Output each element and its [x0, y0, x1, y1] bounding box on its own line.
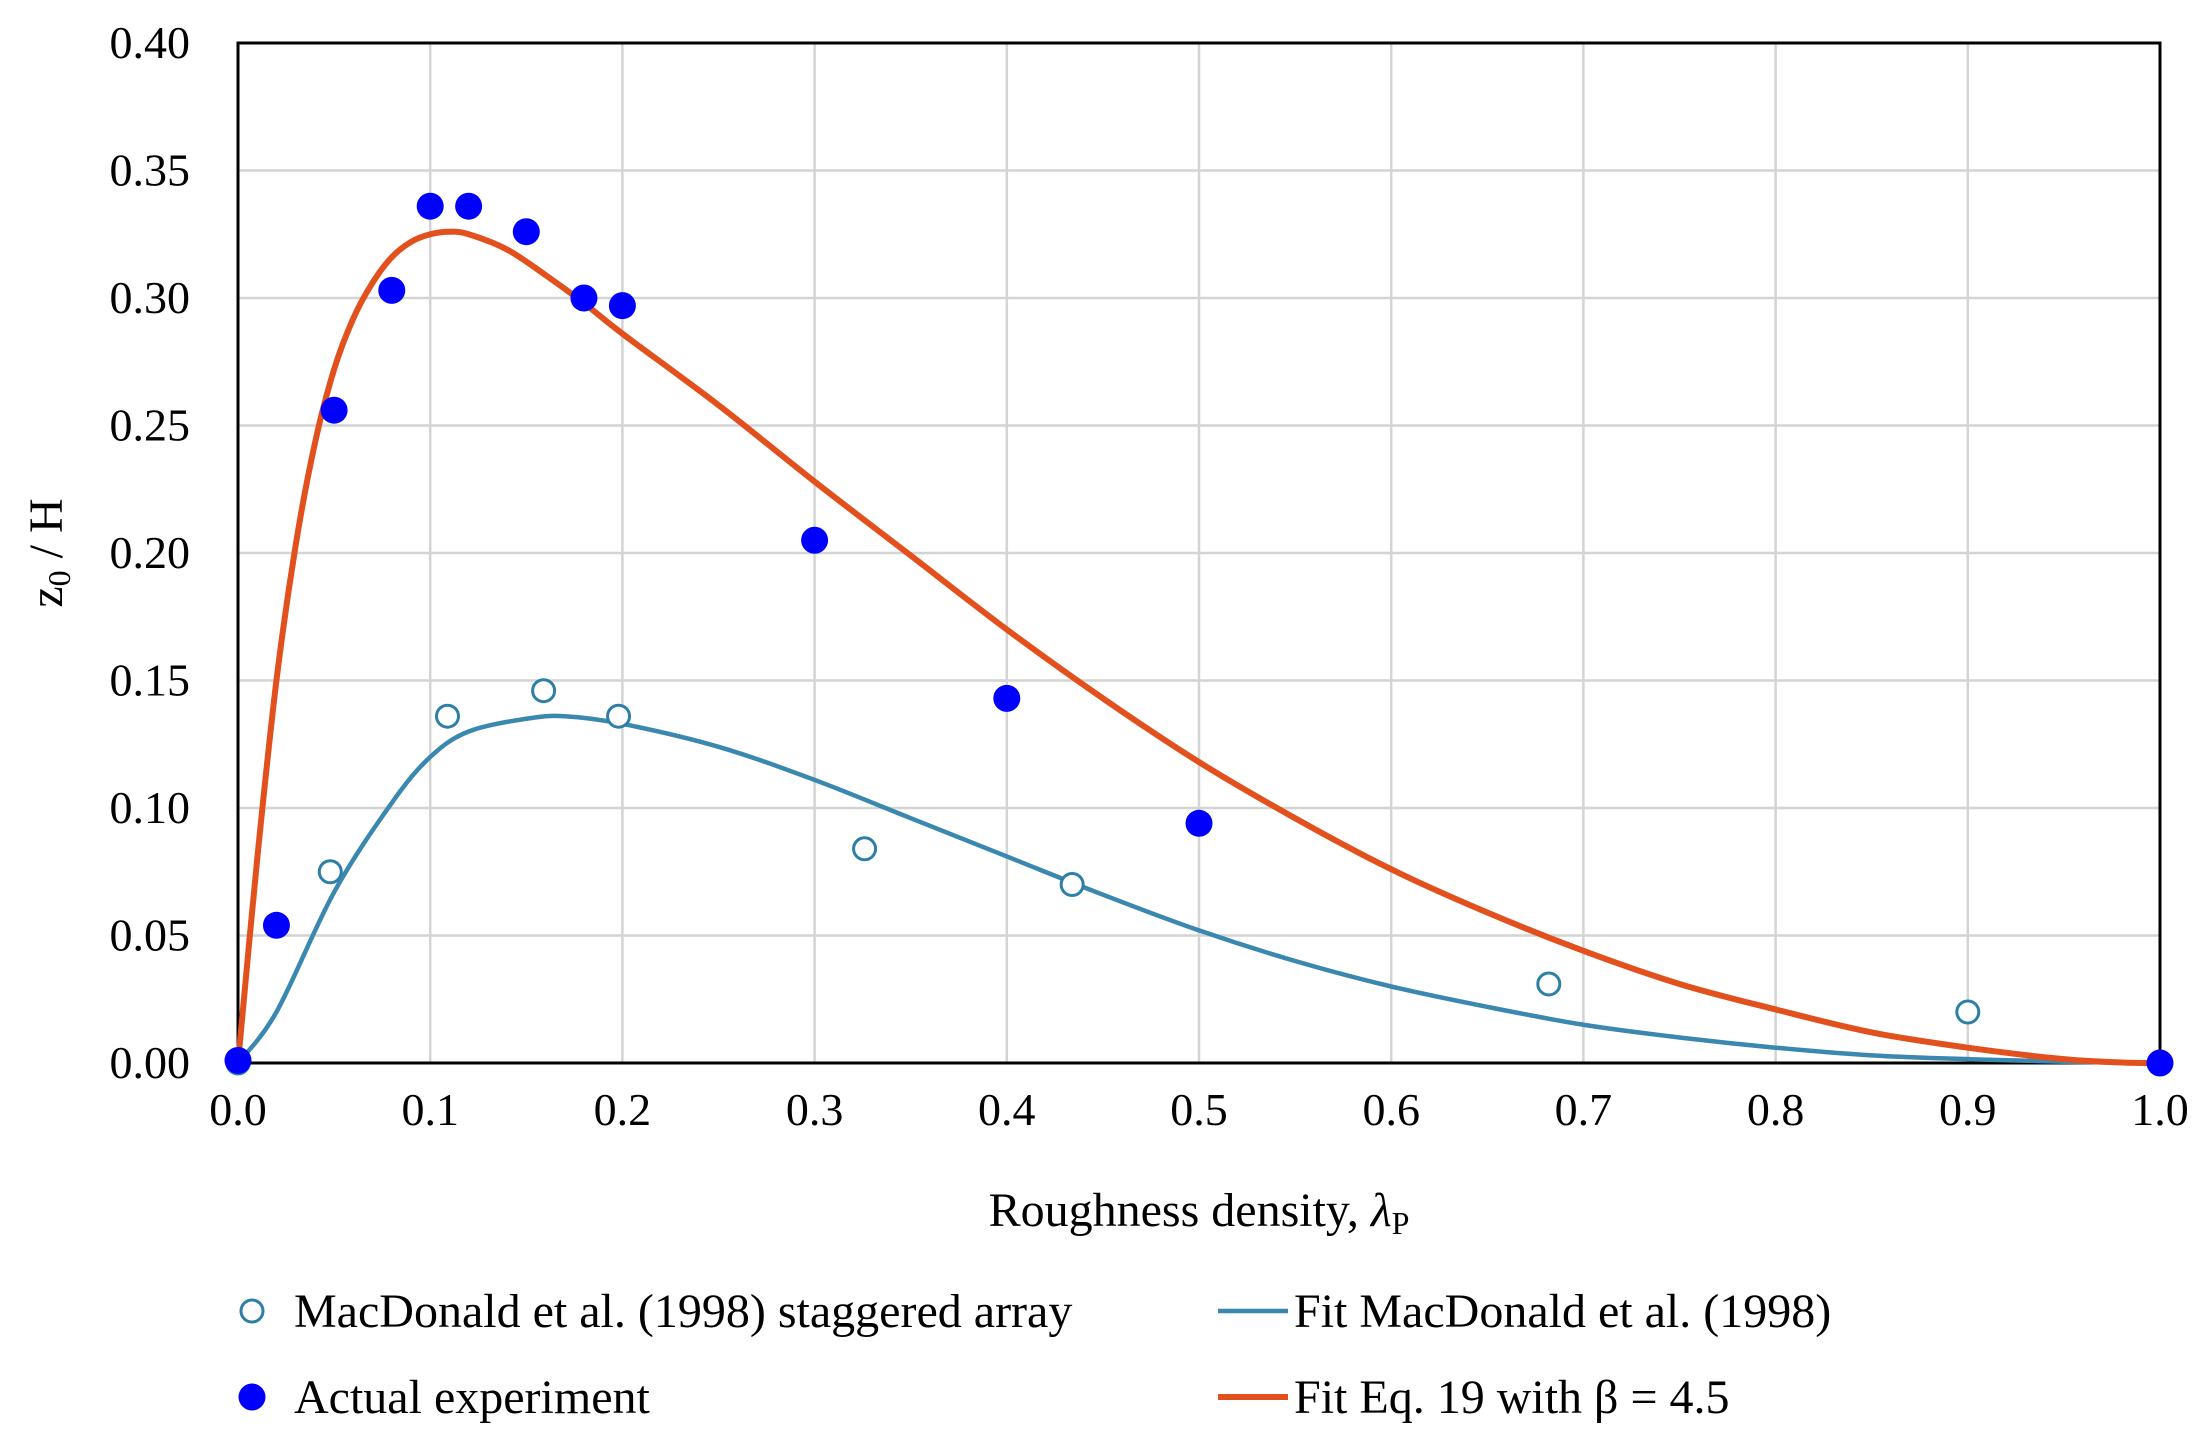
series-layer: [224, 192, 2174, 1077]
y-tick-label: 0.30: [110, 272, 191, 323]
tick-labels: 0.0 0.1 0.2 0.3 0.4 0.5 0.6 0.7 0.8 0.9 1.0 0.00 0.0…: [110, 17, 2189, 1135]
series-0-point: [317, 859, 343, 885]
y-tick-label: 0.40: [110, 17, 191, 68]
x-tick-label: 0.8: [1747, 1084, 1805, 1135]
y-tick-label: 0.10: [110, 782, 191, 833]
x-axis-title-symbol: λ: [1369, 1184, 1392, 1237]
series-0-point: [852, 836, 878, 862]
series-1-point: [1185, 809, 1213, 837]
series-1-point: [2146, 1049, 2174, 1077]
legend-item: MacDonald et al. (1998) staggered array: [239, 1285, 1072, 1338]
legend: MacDonald et al. (1998) staggered array F…: [238, 1285, 1831, 1424]
series-0-point: [531, 678, 557, 704]
series-1-point: [570, 284, 598, 312]
legend-item: Fit Eq. 19 with β = 4.5: [1218, 1371, 1730, 1424]
series-1-point: [320, 396, 348, 424]
x-tick-label: 0.1: [401, 1084, 459, 1135]
series-0-point: [606, 703, 632, 729]
x-tick-label: 0.5: [1170, 1084, 1228, 1135]
y-tick-label: 0.15: [110, 655, 191, 706]
legend-label: Actual experiment: [294, 1371, 651, 1424]
grid: [238, 43, 2160, 1063]
legend-item: Fit MacDonald et al. (1998): [1218, 1285, 1831, 1338]
series-0-point: [1955, 999, 1981, 1025]
series-1-point: [512, 218, 540, 246]
y-tick-label: 0.25: [110, 400, 191, 451]
legend-item: Actual experiment: [238, 1371, 651, 1424]
plot-area-frame: [236, 41, 2162, 1065]
y-tick-label: 0.35: [110, 145, 191, 196]
y-axis-title: z0 / H: [20, 498, 77, 607]
y-axis-title-subscript: 0: [41, 570, 77, 586]
x-tick-label: 1.0: [2131, 1084, 2189, 1135]
legend-marker-open: [239, 1298, 265, 1324]
series-1-point: [378, 276, 406, 304]
legend-marker-filled: [238, 1383, 266, 1411]
y-tick-label: 0.00: [110, 1037, 191, 1088]
x-tick-label: 0.0: [209, 1084, 267, 1135]
x-tick-label: 0.4: [978, 1084, 1036, 1135]
series-0-point: [1536, 971, 1562, 997]
y-axis-title-text: z: [20, 586, 73, 607]
x-axis-title-subscript: P: [1392, 1205, 1410, 1241]
series-0-point: [434, 703, 460, 729]
series-1-point: [801, 526, 829, 554]
series-0-point: [1059, 872, 1085, 897]
series-1-point: [416, 192, 444, 220]
series-1-point: [455, 192, 483, 220]
x-tick-label: 0.2: [594, 1084, 652, 1135]
legend-label: Fit MacDonald et al. (1998): [1294, 1285, 1831, 1338]
x-tick-label: 0.3: [786, 1084, 844, 1135]
y-tick-label: 0.05: [110, 910, 191, 961]
x-tick-label: 0.7: [1555, 1084, 1613, 1135]
x-axis-title-text: Roughness density,: [989, 1184, 1371, 1237]
series-1-point: [224, 1046, 252, 1074]
series-1-point: [608, 292, 636, 320]
legend-label: MacDonald et al. (1998) staggered array: [294, 1285, 1072, 1338]
x-axis-title: Roughness density, λP: [989, 1184, 1410, 1241]
series-2-line: [236, 713, 2161, 1066]
y-tick-label: 0.20: [110, 527, 191, 578]
y-axis-title-rest: / H: [20, 498, 73, 570]
x-tick-label: 0.9: [1939, 1084, 1997, 1135]
legend-label: Fit Eq. 19 with β = 4.5: [1294, 1371, 1730, 1424]
x-tick-label: 0.6: [1362, 1084, 1420, 1135]
series-1-point: [262, 911, 290, 939]
series-1-point: [993, 684, 1021, 712]
